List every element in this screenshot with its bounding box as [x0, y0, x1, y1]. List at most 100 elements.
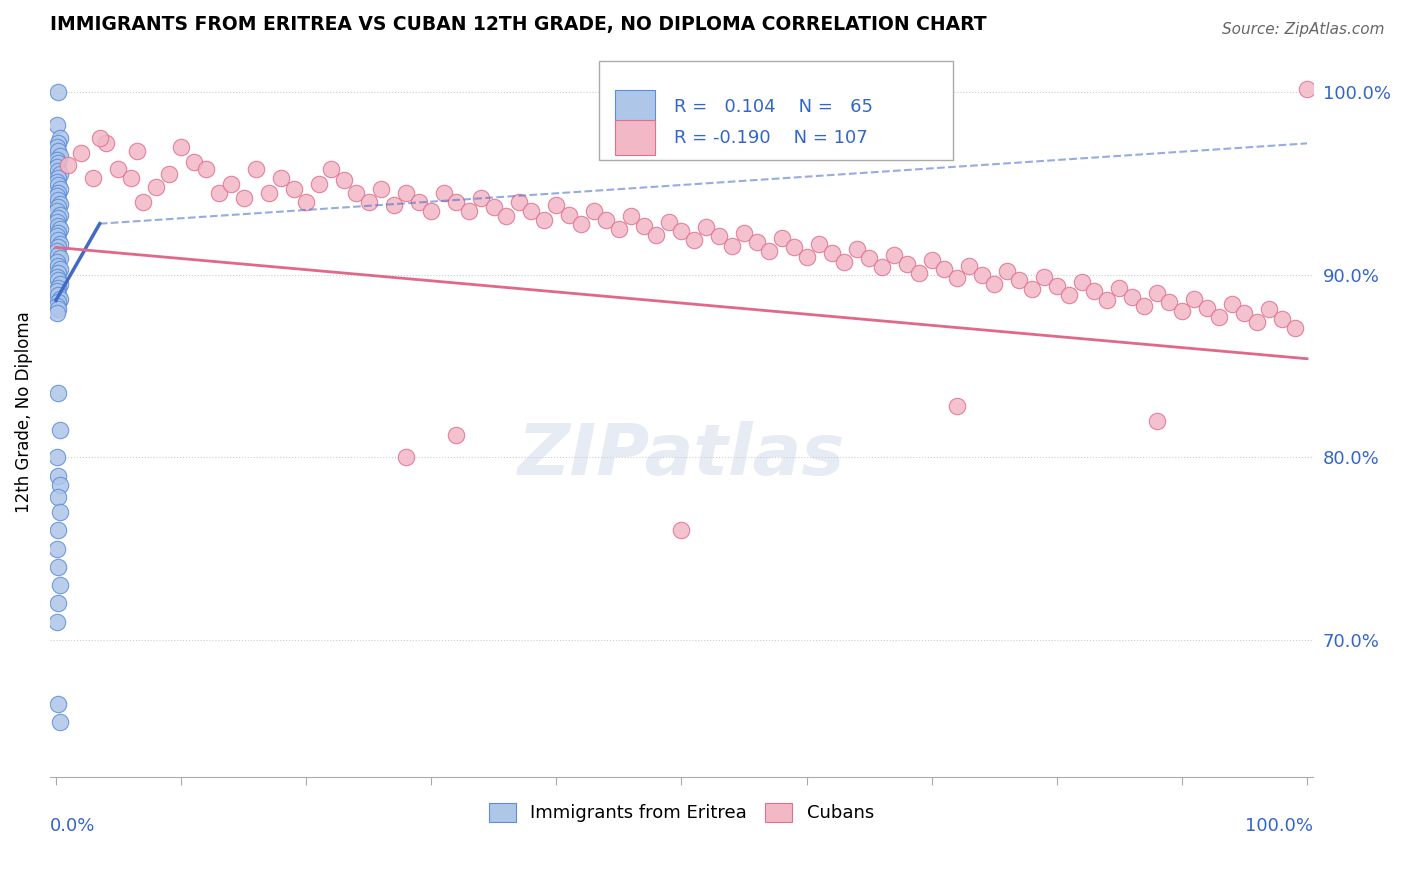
- Point: [533, 213, 555, 227]
- Point: [370, 182, 392, 196]
- Point: [408, 194, 430, 209]
- Point: [321, 161, 343, 176]
- Point: [1184, 292, 1206, 306]
- Point: [695, 220, 717, 235]
- Point: [546, 198, 568, 212]
- Point: [921, 253, 943, 268]
- Point: [1296, 81, 1319, 95]
- Point: [295, 194, 318, 209]
- Point: [245, 161, 267, 176]
- Point: [446, 194, 468, 209]
- Point: [82, 171, 104, 186]
- Text: IMMIGRANTS FROM ERITREA VS CUBAN 12TH GRADE, NO DIPLOMA CORRELATION CHART: IMMIGRANTS FROM ERITREA VS CUBAN 12TH GR…: [49, 15, 986, 34]
- Point: [683, 233, 706, 247]
- Point: [1021, 282, 1043, 296]
- Point: [671, 523, 693, 537]
- Point: [945, 399, 967, 413]
- Point: [446, 428, 468, 442]
- Point: [48, 578, 70, 592]
- Point: [48, 266, 70, 280]
- Point: [157, 168, 180, 182]
- Point: [433, 186, 456, 200]
- Point: [758, 244, 780, 258]
- Point: [395, 450, 418, 465]
- Point: [395, 186, 418, 200]
- Point: [48, 171, 70, 186]
- Point: [283, 182, 305, 196]
- Point: [48, 468, 70, 483]
- Point: [1095, 293, 1118, 308]
- Point: [145, 180, 167, 194]
- Point: [1284, 320, 1306, 334]
- Point: [48, 386, 70, 401]
- Point: [48, 295, 70, 310]
- Point: [46, 140, 69, 154]
- Point: [48, 182, 70, 196]
- Point: [48, 259, 70, 273]
- Point: [48, 136, 70, 151]
- Point: [48, 236, 70, 251]
- Point: [1059, 288, 1081, 302]
- Point: [48, 596, 70, 610]
- Point: [495, 210, 517, 224]
- Point: [48, 288, 70, 302]
- Point: [46, 450, 69, 465]
- Point: [796, 250, 818, 264]
- Point: [1033, 269, 1056, 284]
- Point: [46, 299, 69, 313]
- Point: [671, 224, 693, 238]
- Point: [183, 154, 205, 169]
- Point: [48, 273, 70, 287]
- Point: [257, 186, 280, 200]
- Point: [48, 240, 70, 254]
- Point: [820, 245, 842, 260]
- Point: [219, 177, 242, 191]
- Point: [46, 244, 69, 258]
- Point: [707, 229, 730, 244]
- Point: [832, 255, 855, 269]
- Point: [48, 211, 70, 226]
- Point: [46, 215, 69, 229]
- Point: [783, 240, 806, 254]
- FancyBboxPatch shape: [614, 120, 655, 155]
- Point: [508, 194, 530, 209]
- Point: [48, 277, 70, 291]
- Point: [1171, 304, 1194, 318]
- Point: [48, 423, 70, 437]
- Y-axis label: 12th Grade, No Diploma: 12th Grade, No Diploma: [15, 310, 32, 513]
- Point: [845, 242, 868, 256]
- Point: [48, 200, 70, 214]
- Point: [48, 477, 70, 491]
- Point: [48, 505, 70, 519]
- Point: [1108, 280, 1130, 294]
- Point: [46, 118, 69, 132]
- Point: [58, 158, 80, 172]
- Point: [1233, 306, 1256, 320]
- Point: [332, 173, 354, 187]
- Point: [1070, 275, 1092, 289]
- Point: [170, 140, 193, 154]
- Point: [470, 191, 492, 205]
- Point: [127, 144, 149, 158]
- Point: [46, 255, 69, 269]
- Point: [357, 194, 380, 209]
- Point: [48, 248, 70, 262]
- Point: [896, 257, 918, 271]
- Point: [46, 175, 69, 189]
- Text: ZIPatlas: ZIPatlas: [517, 421, 845, 490]
- Point: [46, 306, 69, 320]
- Point: [48, 186, 70, 200]
- Point: [48, 131, 70, 145]
- Point: [48, 226, 70, 240]
- Point: [770, 231, 793, 245]
- Point: [48, 697, 70, 711]
- Point: [94, 136, 117, 151]
- Point: [48, 233, 70, 247]
- Point: [48, 144, 70, 158]
- Point: [883, 248, 905, 262]
- Point: [808, 236, 831, 251]
- Point: [48, 559, 70, 574]
- Point: [48, 149, 70, 163]
- Point: [46, 203, 69, 218]
- Point: [858, 252, 880, 266]
